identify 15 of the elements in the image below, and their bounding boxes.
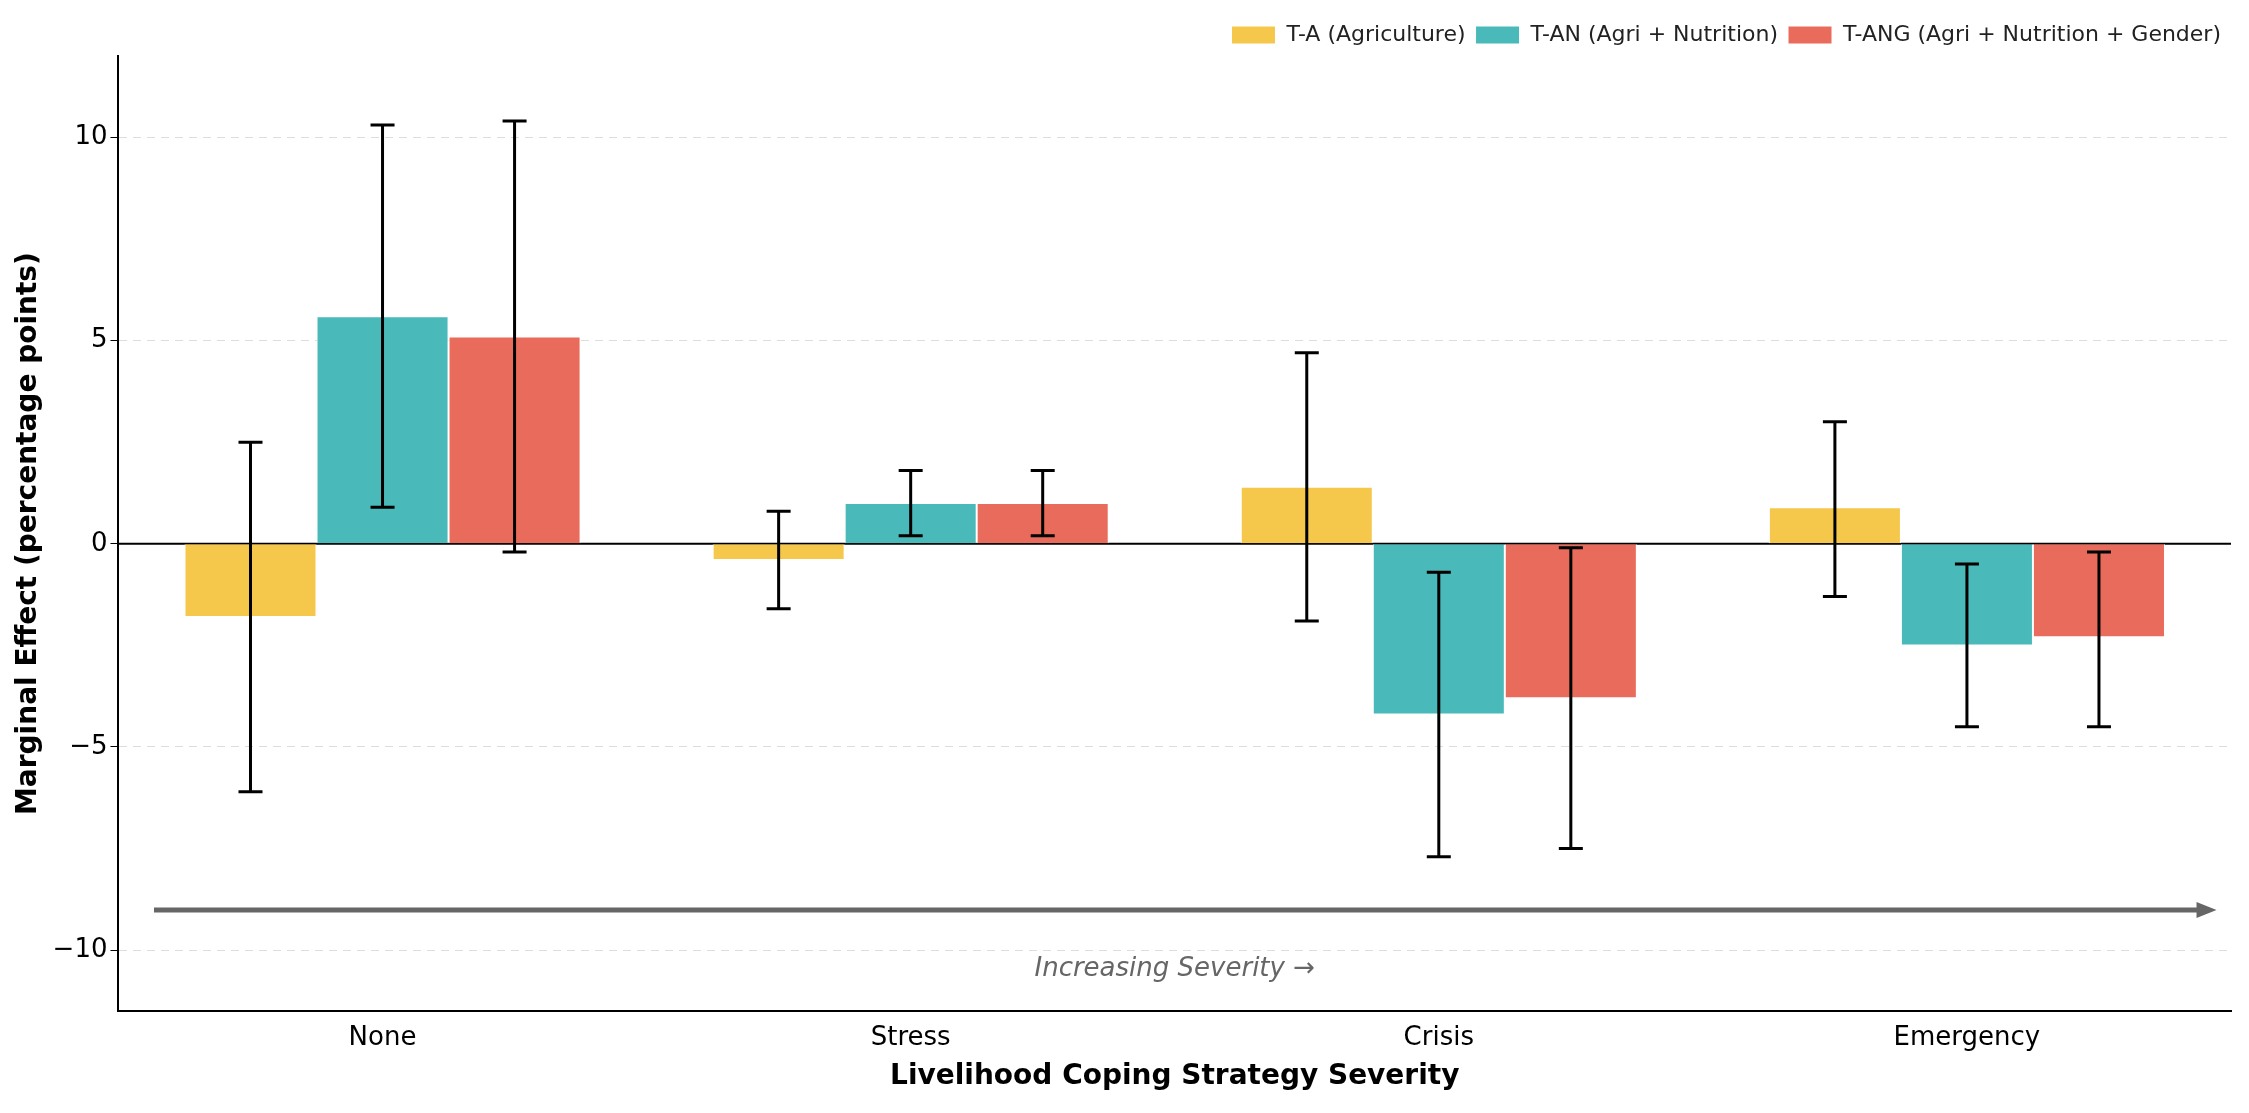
y-tick-label: 0 bbox=[90, 526, 108, 557]
x-tick-label: Stress bbox=[870, 1020, 951, 1051]
x-tick-label: None bbox=[348, 1020, 417, 1051]
annotation: Increasing Severity → bbox=[1034, 951, 1315, 982]
legend-label: T-AN (Agri + Nutrition) bbox=[1529, 20, 1779, 46]
y-tick-label: −5 bbox=[69, 729, 108, 760]
x-tick-label: Crisis bbox=[1403, 1020, 1474, 1051]
legend-label: T-ANG (Agri + Nutrition + Gender) bbox=[1842, 20, 2221, 46]
x-tick-label: Emergency bbox=[1893, 1020, 2041, 1051]
x-axis-title: Livelihood Coping Strategy Severity bbox=[890, 1058, 1460, 1092]
y-tick-label: −10 bbox=[52, 932, 108, 963]
y-tick-label: 5 bbox=[90, 323, 108, 354]
y-axis-title: Marginal Effect (percentage points) bbox=[10, 252, 44, 815]
legend-label: T-A (Agriculture) bbox=[1285, 20, 1466, 46]
y-tick-label: 10 bbox=[74, 120, 108, 151]
